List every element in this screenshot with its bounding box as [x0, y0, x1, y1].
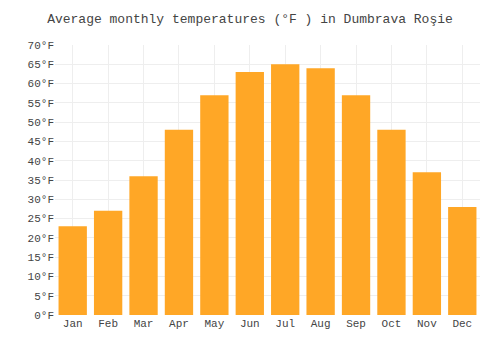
svg-text:Sep: Sep [346, 318, 366, 330]
svg-text:10°F: 10°F [28, 271, 54, 283]
svg-text:25°F: 25°F [28, 213, 54, 225]
svg-text:5°F: 5°F [34, 291, 54, 303]
svg-text:Jul: Jul [275, 318, 295, 330]
svg-text:Aug: Aug [311, 318, 331, 330]
svg-text:Mar: Mar [134, 318, 154, 330]
svg-text:40°F: 40°F [28, 156, 54, 168]
svg-text:65°F: 65°F [28, 59, 54, 71]
svg-text:15°F: 15°F [28, 252, 54, 264]
svg-text:Dec: Dec [452, 318, 472, 330]
svg-text:Feb: Feb [98, 318, 118, 330]
svg-text:45°F: 45°F [28, 136, 54, 148]
svg-text:20°F: 20°F [28, 233, 54, 245]
svg-text:60°F: 60°F [28, 78, 54, 90]
svg-text:70°F: 70°F [28, 40, 54, 52]
svg-text:Jun: Jun [240, 318, 260, 330]
svg-text:0°F: 0°F [34, 310, 54, 322]
svg-text:Average monthly temperatures (: Average monthly temperatures (°F ) in Du… [47, 12, 453, 27]
svg-text:May: May [204, 318, 224, 330]
svg-text:Apr: Apr [169, 318, 189, 330]
svg-text:Oct: Oct [382, 318, 402, 330]
svg-text:Nov: Nov [417, 318, 437, 330]
svg-text:50°F: 50°F [28, 117, 54, 129]
svg-text:55°F: 55°F [28, 98, 54, 110]
svg-text:Jan: Jan [63, 318, 83, 330]
svg-text:35°F: 35°F [28, 175, 54, 187]
svg-text:30°F: 30°F [28, 194, 54, 206]
